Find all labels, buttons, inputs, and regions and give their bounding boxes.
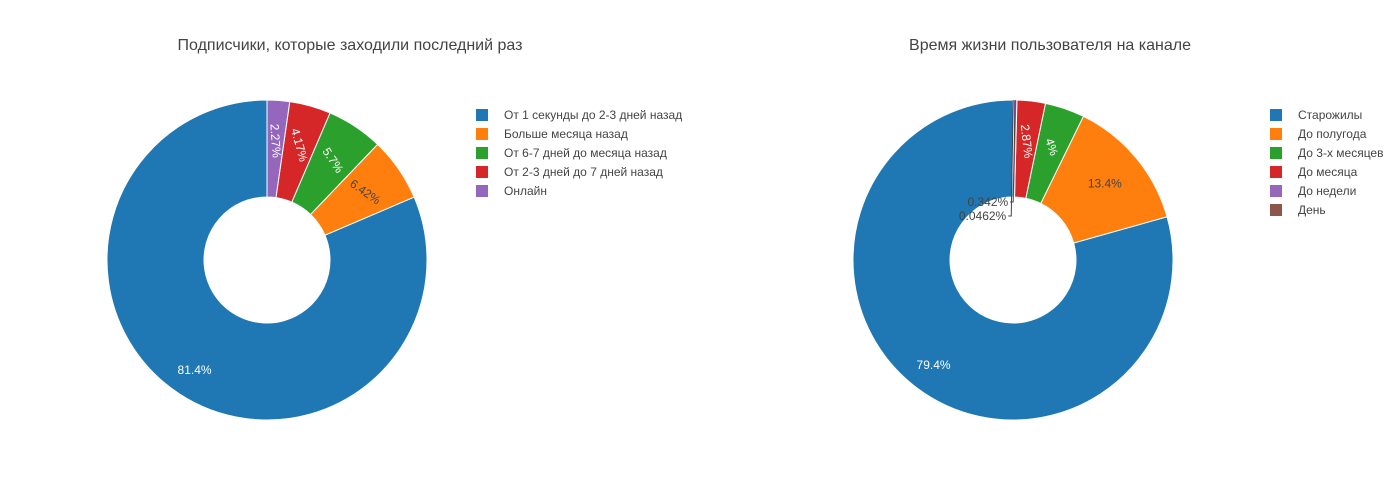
legend-label-2-2[interactable]: До полугода	[1298, 127, 1367, 141]
legend-label-1-2[interactable]: Больше месяца назад	[504, 127, 628, 141]
legend-label-1-3[interactable]: От 6-7 дней до месяца назад	[504, 146, 667, 160]
legend-label-1-5[interactable]: Онлайн	[504, 184, 547, 198]
legend-swatch-2-5[interactable]	[1270, 185, 1282, 197]
slice-label-2-1: 79.4%	[917, 358, 951, 372]
donut-chart-1: 81.4%6.42%5.7%4.17%2.27%	[106, 99, 428, 421]
legend-swatch-1-2[interactable]	[476, 128, 488, 140]
slice-2-1	[852, 99, 1174, 421]
slice-label-2-5: 0.342%	[967, 195, 1008, 209]
legend-swatch-1-4[interactable]	[476, 166, 488, 178]
legend-swatch-1-1[interactable]	[476, 109, 488, 121]
slice-label-2-4: 2.87%	[1018, 124, 1036, 160]
legend-swatch-2-4[interactable]	[1270, 166, 1282, 178]
legend-1: От 1 секунды до 2-3 дней назад Больше мес…	[476, 108, 682, 198]
legend-label-2-1[interactable]: Старожилы	[1298, 108, 1362, 122]
legend-swatch-2-2[interactable]	[1270, 128, 1282, 140]
legend-swatch-2-6[interactable]	[1270, 204, 1282, 216]
slice-1-5	[266, 99, 291, 199]
slice-label-1-1: 81.4%	[178, 363, 212, 377]
legend-label-1-4[interactable]: От 2-3 дней до 7 дней назад	[504, 165, 663, 179]
slice-label-2-3: 4%	[1042, 136, 1061, 157]
chart-title-2: Время жизни пользователя на канале	[909, 37, 1191, 54]
leader-line-2-6	[1008, 99, 1014, 217]
legend-label-2-3[interactable]: До 3-х месяцев	[1298, 146, 1383, 160]
legend-label-2-5[interactable]: До недели	[1298, 184, 1356, 198]
legend-label-1-1[interactable]: От 1 секунды до 2-3 дней назад	[504, 108, 682, 122]
slice-label-2-6: 0.0462%	[959, 209, 1007, 223]
slice-label-2-2: 13.4%	[1088, 177, 1122, 191]
chart-title-1: Подписчики, которые заходили последний р…	[178, 37, 523, 54]
legend-swatch-2-3[interactable]	[1270, 147, 1282, 159]
legend-swatch-2-1[interactable]	[1270, 109, 1282, 121]
legend-label-2-4[interactable]: До месяца	[1298, 165, 1358, 179]
legend-swatch-1-5[interactable]	[476, 185, 488, 197]
legend-label-2-6[interactable]: День	[1298, 203, 1326, 217]
slice-label-1-5: 2.27%	[267, 123, 283, 158]
slice-1-1	[106, 99, 428, 421]
legend-swatch-1-3[interactable]	[476, 147, 488, 159]
donut-chart-2: 79.4% 13.4% 4% 2.87% 0.342%0.0462%	[852, 99, 1174, 421]
legend-2: Старожилы До полугода До 3-х месяцев До мес…	[1270, 108, 1383, 217]
